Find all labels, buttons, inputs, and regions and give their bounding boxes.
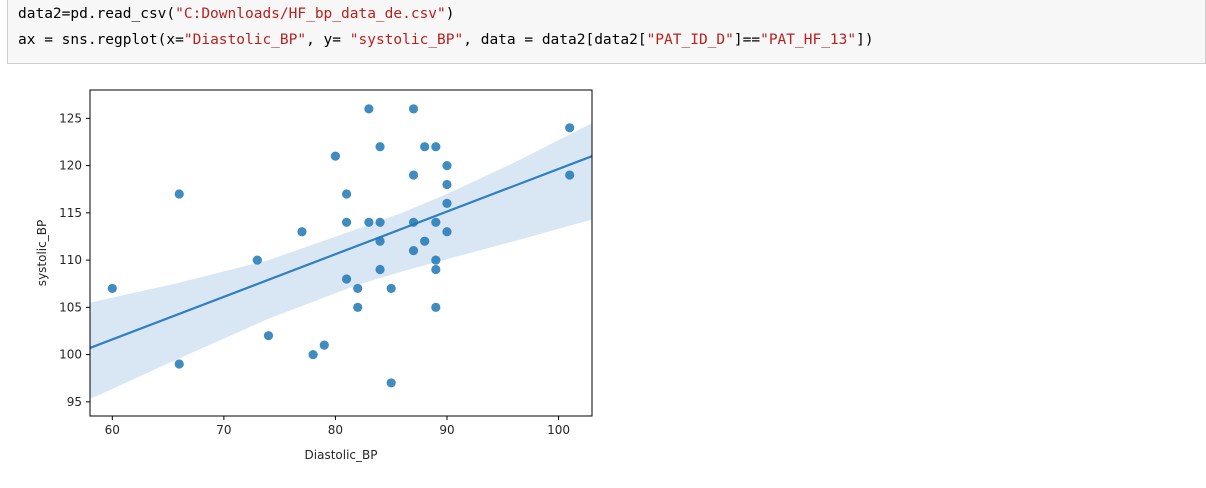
scatter-point: [174, 359, 184, 369]
code-token: data2=pd.read_csv(: [18, 6, 176, 22]
code-string: "C:Downloads/HF_bp_data_de.csv": [175, 6, 446, 22]
x-axis-label: Diastolic_BP: [305, 448, 378, 462]
scatter-point: [408, 170, 419, 180]
scatter-point: [431, 302, 441, 312]
scatter-point: [420, 236, 430, 246]
regplot-chart: 60 70 80 90 100 95 100 105 110 115 120 125 Diastol…: [35, 89, 593, 462]
x-tick-label: 100: [547, 423, 570, 437]
scatter-point: [408, 217, 419, 227]
scatter-point: [431, 255, 441, 265]
code-string: "systolic_BP": [349, 32, 464, 48]
y-tick-label: 110: [59, 253, 82, 267]
y-tick-label: 120: [59, 159, 82, 173]
code-token: ]): [856, 32, 874, 48]
code-token: ]==: [733, 32, 761, 48]
scatter-point: [308, 349, 318, 360]
code-string: "Diastolic_BP": [183, 32, 307, 48]
scatter-point: [442, 179, 452, 190]
y-tick-label: 100: [59, 348, 82, 362]
scatter-point: [386, 283, 396, 294]
y-tick-label: 125: [59, 111, 82, 125]
y-tick-label: 115: [59, 206, 82, 220]
scatter-point: [431, 217, 441, 227]
code-line-2[interactable]: ax = sns.regplot(x="Diastolic_BP", y= "s…: [18, 32, 874, 48]
output-area: 60 70 80 90 100 95 100 105 110 115 120 125 Diastol…: [0, 64, 1206, 484]
scatter-point: [565, 123, 575, 133]
scatter-point: [341, 189, 352, 199]
code-string: "PAT_HF_13": [760, 32, 857, 48]
scatter-point: [375, 142, 385, 152]
code-token: ): [445, 6, 455, 22]
regression-line: [90, 155, 592, 349]
scatter-point: [431, 142, 441, 152]
scatter-point: [174, 189, 184, 199]
scatter-point: [252, 255, 262, 265]
scatter-point: [431, 264, 441, 275]
scatter-point: [353, 302, 363, 312]
scatter-point: [364, 217, 374, 227]
code-line-1[interactable]: data2=pd.read_csv("C:Downloads/HF_bp_dat…: [18, 6, 455, 22]
code-string: "PAT_ID_D": [646, 32, 734, 48]
y-tick-label: 105: [59, 300, 82, 314]
x-tick-label: 70: [216, 423, 231, 437]
x-tick-label: 60: [105, 423, 120, 437]
x-tick-label: 80: [328, 423, 343, 437]
y-axis-label: systolic_BP: [35, 220, 49, 286]
x-tick-label: 90: [439, 423, 454, 437]
scatter-point: [375, 264, 385, 275]
scatter-point: [442, 160, 452, 171]
scatter-point: [341, 274, 352, 284]
scatter-point: [565, 170, 575, 180]
plot-frame: [89, 89, 593, 417]
scatter-point: [408, 104, 419, 114]
scatter-point: [442, 227, 452, 237]
scatter-point: [420, 142, 430, 152]
scatter-point: [330, 151, 341, 161]
scatter-point: [375, 217, 385, 227]
code-token: , y=: [306, 32, 350, 48]
scatter-point: [107, 283, 117, 294]
scatter-point: [386, 378, 396, 388]
scatter-point: [364, 104, 374, 114]
scatter-point: [408, 246, 419, 256]
scatter-point: [319, 340, 329, 350]
scatter-point: [263, 331, 274, 341]
code-token: , data = data2[data2[: [463, 32, 647, 48]
code-token: ax = sns.regplot(x=: [18, 32, 184, 48]
confidence-band: [90, 123, 592, 399]
scatter-point: [297, 227, 307, 237]
scatter-point: [375, 236, 385, 246]
code-cell[interactable]: data2=pd.read_csv("C:Downloads/HF_bp_dat…: [7, 0, 1206, 64]
y-tick-label: 95: [67, 395, 82, 409]
scatter-point: [341, 217, 352, 227]
scatter-point: [353, 283, 363, 294]
scatter-point: [442, 198, 452, 208]
